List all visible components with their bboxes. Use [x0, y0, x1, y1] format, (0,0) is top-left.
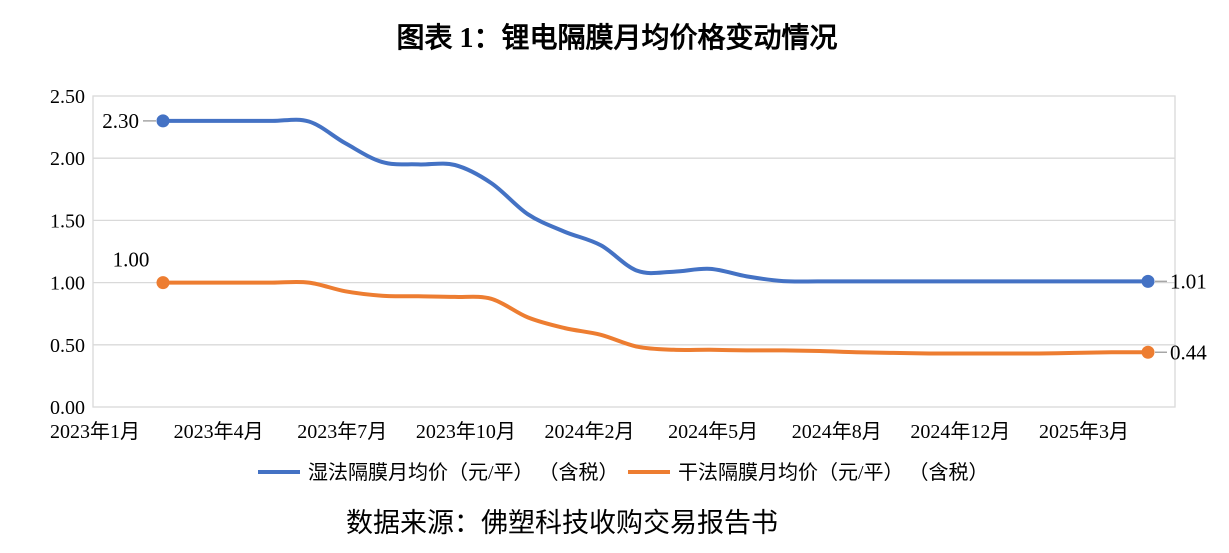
y-axis-tick-label: 2.00 — [50, 148, 85, 170]
x-axis-tick-label: 2024年12月 — [910, 420, 1010, 443]
y-axis-tick-label: 0.50 — [50, 335, 85, 357]
y-axis-tick-label: 2.50 — [50, 86, 85, 108]
wet-end-value-label: 1.01 — [1170, 269, 1207, 293]
plot-area: 0.00 0.50 1.00 1.50 2.00 2.50 2023年1月 2023年4月 20… — [50, 86, 1176, 443]
wet-start-value-label: 2.30 — [102, 109, 139, 133]
x-axis-tick-label: 2024年2月 — [545, 420, 635, 443]
x-axis-tick-label: 2023年1月 — [50, 420, 140, 443]
x-axis-tick-label: 2025年3月 — [1039, 420, 1129, 443]
dry-end-value-label: 0.44 — [1170, 340, 1207, 364]
series-layer — [156, 114, 1155, 359]
x-axis-tick-label: 2023年7月 — [297, 420, 387, 443]
x-axis-tick-label: 2023年4月 — [174, 420, 264, 443]
legend-label-wet: 湿法隔膜月均价（元/平） （含税） — [308, 461, 619, 484]
plot-border — [92, 95, 1176, 408]
dry-end-marker — [1141, 345, 1155, 359]
wet-start-marker — [156, 114, 170, 128]
chart-title: 图表 1：锂电隔膜月均价格变动情况 — [396, 21, 837, 54]
x-axis-tick-label: 2024年8月 — [792, 420, 882, 443]
data-labels-layer: 2.30 1.01 1.00 0.44 — [102, 109, 1207, 364]
y-axis-tick-label: 0.00 — [50, 397, 85, 419]
dry-start-value-label: 1.00 — [113, 248, 150, 272]
x-axis-tick-label: 2023年10月 — [416, 420, 516, 443]
x-axis-tick-label: 2024年5月 — [668, 420, 758, 443]
legend: 湿法隔膜月均价（元/平） （含税） 干法隔膜月均价（元/平） （含税） — [258, 461, 989, 484]
dry-start-marker — [156, 276, 170, 290]
legend-label-dry: 干法隔膜月均价（元/平） （含税） — [678, 461, 989, 484]
y-axis-tick-label: 1.00 — [50, 273, 85, 295]
y-axis-tick-label: 1.50 — [50, 210, 85, 232]
source-caption: 数据来源：佛塑科技收购交易报告书 — [346, 508, 778, 538]
dry-series-line — [161, 279, 1150, 356]
wet-end-marker — [1141, 274, 1155, 288]
wet-series-line — [161, 117, 1150, 284]
